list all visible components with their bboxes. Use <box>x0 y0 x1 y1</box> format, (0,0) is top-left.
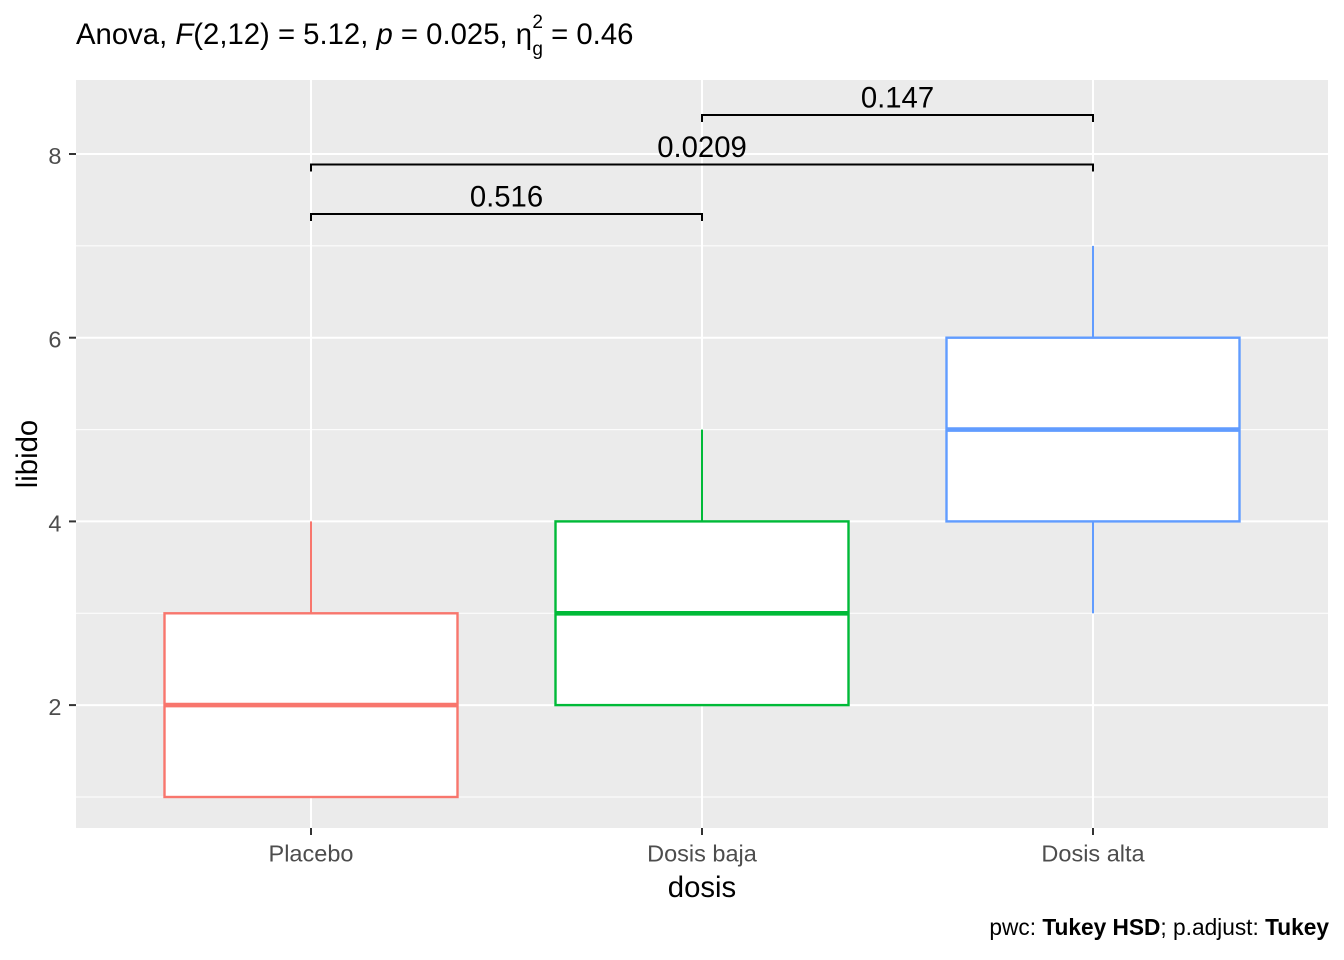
svg-text:dosis: dosis <box>668 871 736 904</box>
svg-text:Dosis alta: Dosis alta <box>1041 841 1145 867</box>
svg-text:libido: libido <box>11 420 44 488</box>
svg-text:2: 2 <box>48 694 61 720</box>
svg-text:Placebo: Placebo <box>269 841 354 867</box>
svg-text:Dosis baja: Dosis baja <box>647 841 758 867</box>
svg-text:8: 8 <box>48 143 61 169</box>
svg-text:6: 6 <box>48 327 61 353</box>
svg-text:0.0209: 0.0209 <box>657 131 747 164</box>
svg-text:0.516: 0.516 <box>470 181 543 214</box>
svg-text:4: 4 <box>48 510 61 536</box>
svg-text:0.147: 0.147 <box>861 82 934 115</box>
